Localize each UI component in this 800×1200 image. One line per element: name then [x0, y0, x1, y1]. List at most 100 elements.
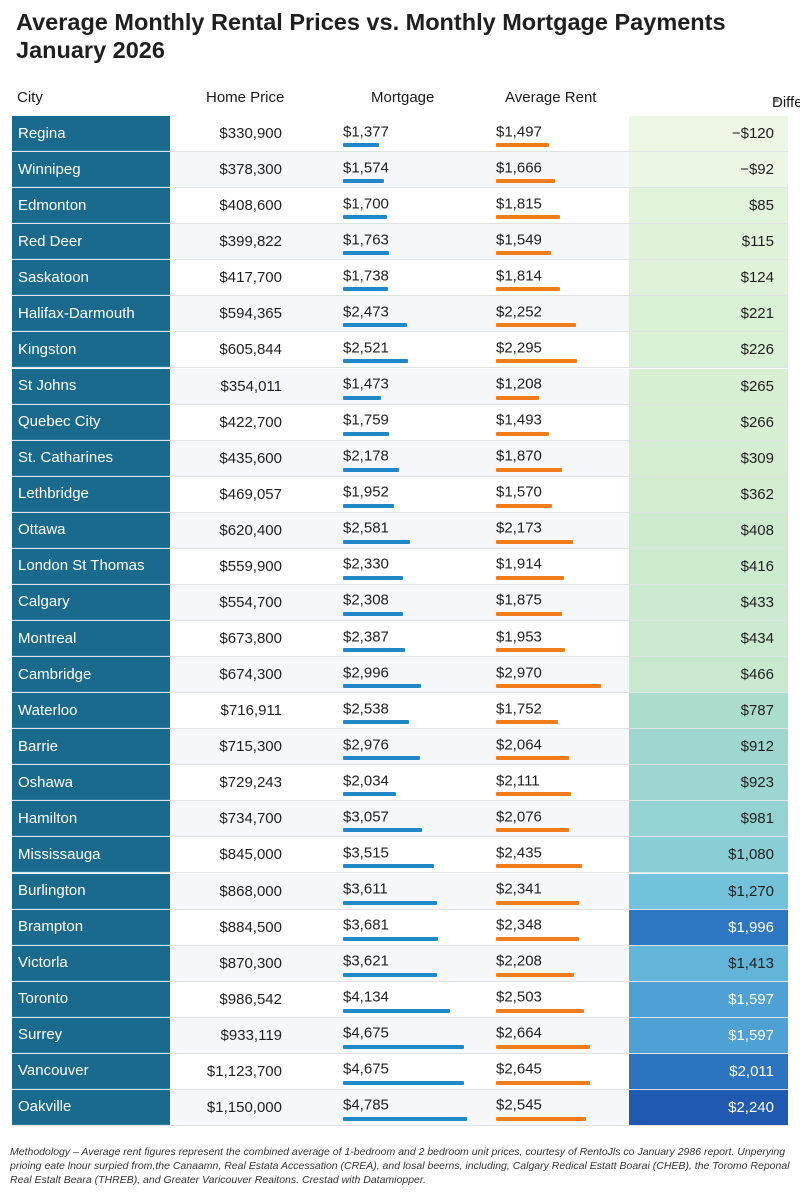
- difference-cell: $226: [629, 332, 788, 368]
- city-cell: Oshawa: [12, 765, 170, 801]
- average-rent-cell: $1,814: [496, 260, 628, 295]
- home-price-cell: $845,000: [219, 846, 282, 864]
- home-price-cell: $422,700: [219, 413, 282, 431]
- mortgage-cell: $1,574: [343, 152, 495, 187]
- home-price-cell: $399,822: [219, 233, 282, 251]
- difference-cell: $787: [629, 693, 788, 729]
- header-average-rent: Average Rent: [505, 89, 597, 106]
- mortgage-bar: [343, 720, 409, 725]
- average-rent-bar: [496, 143, 549, 148]
- average-rent-cell: $2,076: [496, 801, 628, 836]
- home-price-cell: $605,844: [219, 341, 282, 359]
- city-cell: Oakville: [12, 1089, 170, 1125]
- mortgage-cell: $1,377: [343, 116, 495, 151]
- city-cell: Calgary: [12, 584, 170, 620]
- city-cell: Ottawa: [12, 512, 170, 548]
- mortgage-cell: $2,178: [343, 441, 495, 476]
- average-rent-cell: $1,752: [496, 693, 628, 728]
- sort-ascending-icon[interactable]: ▲: [772, 94, 781, 104]
- mortgage-cell: $2,538: [343, 693, 495, 728]
- mortgage-bar: [343, 467, 400, 472]
- average-rent-cell: $1,497: [496, 116, 628, 151]
- mortgage-bar: [343, 756, 421, 761]
- difference-cell: $1,597: [629, 1017, 788, 1053]
- table-row: Winnipeg $378,300 $1,574 $1,666 −$92: [12, 152, 788, 189]
- average-rent-value: $1,493: [496, 411, 542, 429]
- average-rent-bar: [496, 251, 551, 256]
- difference-cell: $265: [629, 368, 788, 404]
- average-rent-bar: [496, 792, 571, 797]
- table-row: Kingston $605,844 $2,521 $2,295 $226: [12, 332, 788, 369]
- mortgage-value: $4,785: [343, 1096, 389, 1114]
- mortgage-cell: $4,675: [343, 1054, 495, 1089]
- difference-cell: $2,240: [629, 1089, 788, 1125]
- average-rent-cell: $2,252: [496, 296, 628, 331]
- average-rent-value: $1,497: [496, 122, 542, 140]
- home-price-cell: $870,300: [219, 954, 282, 972]
- home-price-cell: $594,365: [219, 305, 282, 323]
- table-row: Halifax-Darmouth $594,365 $2,473 $2,252 $221: [12, 296, 788, 333]
- average-rent-cell: $2,503: [496, 982, 628, 1017]
- mortgage-bar: [343, 900, 437, 905]
- mortgage-cell: $3,611: [343, 874, 495, 909]
- average-rent-value: $2,435: [496, 844, 542, 862]
- home-price-cell: $408,600: [219, 197, 282, 215]
- difference-cell: $1,413: [629, 945, 788, 981]
- average-rent-bar: [496, 684, 601, 689]
- average-rent-value: $1,953: [496, 627, 542, 645]
- average-rent-cell: $1,493: [496, 405, 628, 440]
- table-row: St. Catharines $435,600 $2,178 $1,870 $309: [12, 440, 788, 477]
- mortgage-value: $1,574: [343, 159, 389, 177]
- mortgage-value: $2,976: [343, 736, 389, 754]
- mortgage-cell: $2,521: [343, 332, 495, 367]
- mortgage-value: $1,473: [343, 375, 389, 393]
- average-rent-cell: $2,064: [496, 729, 628, 764]
- average-rent-bar: [496, 323, 576, 328]
- average-rent-bar: [496, 864, 583, 869]
- mortgage-cell: $1,759: [343, 405, 495, 440]
- average-rent-value: $2,111: [496, 772, 540, 790]
- difference-cell: $923: [629, 765, 788, 801]
- difference-cell: $408: [629, 512, 788, 548]
- table-row: Saskatoon $417,700 $1,738 $1,814 $124: [12, 260, 788, 297]
- average-rent-value: $2,348: [496, 916, 542, 934]
- mortgage-cell: $4,134: [343, 982, 495, 1017]
- difference-cell: $912: [629, 729, 788, 765]
- mortgage-bar: [343, 1044, 465, 1049]
- average-rent-bar: [496, 1044, 591, 1049]
- header-mortgage: Mortgage: [371, 89, 435, 106]
- home-price-cell: $673,800: [219, 630, 282, 648]
- average-rent-cell: $2,645: [496, 1054, 628, 1089]
- home-price-cell: $417,700: [219, 269, 282, 287]
- mortgage-value: $1,952: [343, 483, 389, 501]
- mortgage-value: $4,675: [343, 1060, 389, 1078]
- table-row: Calgary $554,700 $2,308 $1,875 $433: [12, 584, 788, 621]
- average-rent-cell: $1,953: [496, 621, 628, 656]
- mortgage-cell: $1,700: [343, 188, 495, 223]
- home-price-cell: $330,900: [219, 125, 282, 143]
- mortgage-value: $2,330: [343, 555, 389, 573]
- city-cell: Edmonton: [12, 188, 170, 224]
- average-rent-value: $2,064: [496, 736, 542, 754]
- home-price-cell: $884,500: [219, 918, 282, 936]
- average-rent-bar: [496, 215, 561, 220]
- mortgage-cell: $3,057: [343, 801, 495, 836]
- city-cell: Toronto: [12, 981, 170, 1017]
- city-cell: Surrey: [12, 1017, 170, 1053]
- table-row: Brampton $884,500 $3,681 $2,348 $1,996: [12, 909, 788, 946]
- mortgage-cell: $3,515: [343, 837, 495, 872]
- average-rent-cell: $2,545: [496, 1090, 628, 1125]
- average-rent-value: $2,208: [496, 952, 542, 970]
- table-row: Red Deer $399,822 $1,763 $1,549 $115: [12, 224, 788, 261]
- average-rent-bar: [496, 431, 549, 436]
- difference-cell: $266: [629, 404, 788, 440]
- mortgage-bar: [343, 359, 409, 364]
- home-price-cell: $674,300: [219, 666, 282, 684]
- average-rent-cell: $1,208: [496, 369, 628, 404]
- difference-cell: $416: [629, 548, 788, 584]
- table-row: Surrey $933,119 $4,675 $2,664 $1,597: [12, 1017, 788, 1054]
- difference-cell: −$92: [629, 152, 788, 188]
- mortgage-bar: [343, 1116, 467, 1121]
- mortgage-cell: $2,581: [343, 513, 495, 548]
- mortgage-cell: $1,952: [343, 477, 495, 512]
